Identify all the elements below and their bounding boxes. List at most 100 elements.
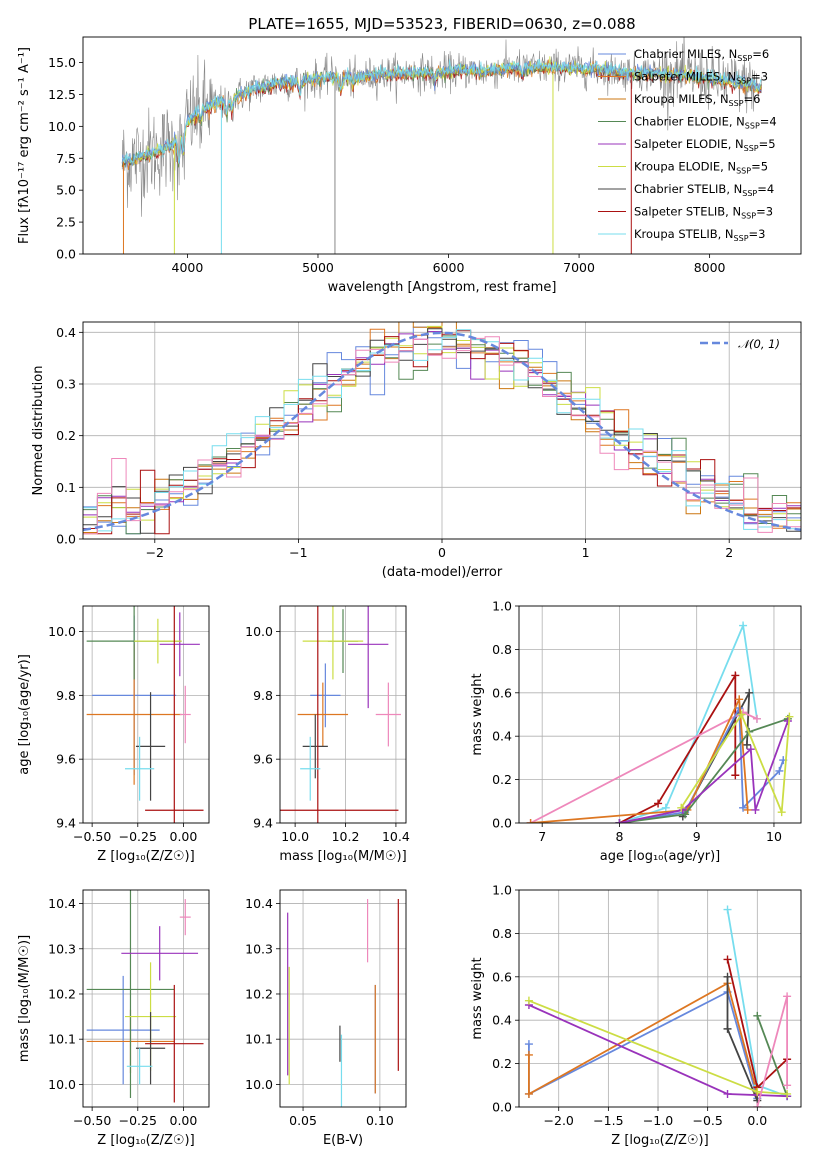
weight-marker [661, 803, 670, 812]
x-tick-label: −1 [289, 545, 307, 560]
x-axis-label: Z [log₁₀(Z/Z☉)] [611, 1133, 708, 1148]
x-tick-label: −0.25 [119, 1113, 157, 1128]
x-axis-label: (data-model)/error [382, 565, 503, 580]
x-tick-label: −1.5 [593, 1113, 623, 1128]
y-axis-label: Normed distribution [31, 366, 46, 496]
x-tick-label: 4000 [172, 260, 204, 275]
axes-frame [279, 605, 407, 824]
weight-marker [753, 1011, 762, 1020]
y-tick-label: 12.5 [48, 87, 76, 102]
weight-marker [783, 992, 792, 1001]
legend-name: Kroupa MILES, N [634, 92, 729, 106]
weight-series [528, 981, 759, 1096]
y-tick-label: 0.8 [492, 926, 512, 941]
x-tick-label: −0.50 [73, 1113, 111, 1128]
legend-name: Salpeter STELIB, N [634, 205, 741, 219]
y-tick-label: 0.0 [56, 532, 76, 547]
weight-marker [681, 810, 690, 819]
weight-marker [785, 712, 794, 721]
y-tick-label: 10.0 [245, 1077, 273, 1092]
legend-entry: Chabrier ELODIE, NSSP=4 [634, 115, 777, 131]
legend-entry: Kroupa MILES, NSSP=6 [634, 92, 760, 108]
model-spectrum [121, 59, 762, 164]
error-bars [86, 606, 204, 823]
legend-value: =5 [759, 137, 776, 151]
age-vs-Z-panel: −0.50 −0.25 0.00 9.4 9.6 9.8 10.0 Z [log₁₀(Z/Z☉… [17, 605, 210, 864]
y-tick-label: 10.4 [245, 896, 273, 911]
y-tick-label: 10.1 [245, 1032, 273, 1047]
legend-entry: Salpeter STELIB, NSSP=3 [634, 205, 773, 221]
y-tick-label: 0.0 [492, 1100, 512, 1115]
y-tick-label: 10.2 [48, 986, 76, 1001]
weight-marker [775, 766, 784, 775]
y-tick-label: 9.6 [56, 752, 76, 767]
y-tick-label: 9.4 [56, 816, 76, 831]
legend-subscript: SSP [734, 234, 749, 243]
weight-marker [753, 1103, 762, 1107]
y-tick-label: 10.0 [245, 624, 273, 639]
x-tick-label: 2 [725, 545, 733, 560]
x-tick-label: −1.0 [643, 1113, 673, 1128]
legend-name: Salpeter MILES, N [634, 70, 736, 84]
x-axis-label: Z [log₁₀(Z/Z☉)] [97, 849, 194, 864]
legend-entry: 𝒩(0, 1) [738, 337, 780, 351]
gaussian-curve [83, 331, 801, 532]
weight-vs-Z-panel: −2.0 −1.5 −1.0 −0.5 0.0 0.0 0.2 0.4 0.6 0.8 1.0 Z [… [470, 883, 802, 1148]
y-tick-label: 10.0 [48, 624, 76, 639]
weight-marker [654, 799, 663, 808]
y-tick-label: 0.0 [492, 816, 512, 831]
x-tick-label: 7 [538, 829, 546, 844]
weight-marker [731, 771, 740, 780]
y-tick-label: 9.6 [253, 752, 273, 767]
weight-marker [742, 740, 751, 749]
y-tick-label: 10.1 [48, 1032, 76, 1047]
weight-vs-age-panel: 7 8 9 10 0.0 0.2 0.4 0.6 0.8 1.0 age [log₁₀(age/yr… [470, 599, 802, 864]
legend-value: =3 [756, 205, 773, 219]
weight-marker [751, 805, 760, 814]
legend-name: Chabrier MILES, N [634, 47, 737, 61]
x-tick-label: 6000 [433, 260, 465, 275]
x-tick-label: 0.00 [170, 829, 198, 844]
x-tick-label: 1 [582, 545, 590, 560]
legend-entry: Kroupa STELIB, NSSP=3 [634, 227, 765, 243]
y-axis-label: mass [log₁₀(M/M☉)] [17, 935, 32, 1062]
legend-subscript: SSP [737, 54, 752, 63]
y-tick-label: 0.2 [56, 428, 76, 443]
x-tick-label: −0.50 [73, 829, 111, 844]
x-tick-label: 7000 [563, 260, 595, 275]
legend-subscript: SSP [742, 189, 757, 198]
weight-marker [745, 688, 754, 697]
y-axis-label: age [log₁₀(age/yr)] [17, 654, 32, 775]
histograms [83, 322, 801, 535]
weight-marker [783, 1089, 792, 1098]
x-axis-label: Z [log₁₀(Z/Z☉)] [97, 1133, 194, 1148]
weight-lines [526, 621, 794, 823]
y-tick-label: 10.0 [48, 1077, 76, 1092]
weight-marker [723, 955, 732, 964]
weight-series [528, 990, 759, 1099]
x-tick-label: −0.25 [119, 829, 157, 844]
weight-marker [777, 808, 786, 817]
x-tick-label: 8 [615, 829, 623, 844]
weight-series [619, 717, 789, 823]
weight-marker [783, 717, 792, 726]
weight-marker [753, 1087, 762, 1096]
y-axis-label: mass weight [470, 673, 485, 755]
weight-marker [723, 972, 732, 981]
legend-name: Salpeter ELODIE, N [634, 137, 744, 151]
weight-series [619, 622, 758, 823]
x-axis-label: mass [log₁₀(M/M☉)] [279, 849, 406, 864]
legend-name: Chabrier STELIB, N [634, 182, 742, 196]
legend-name: Kroupa ELODIE, N [634, 160, 736, 174]
y-tick-label: 2.5 [56, 215, 76, 230]
legend-subscript: SSP [729, 99, 744, 108]
weight-series [530, 711, 758, 823]
spectrum-lines [121, 37, 763, 254]
y-tick-label: 0.8 [492, 642, 512, 657]
x-tick-label: 0.05 [289, 1113, 317, 1128]
weight-marker [783, 1081, 792, 1090]
residuals-panel: −2 −1 0 1 2 0.0 0.1 0.2 0.3 0.4 (data-model)/error… [31, 321, 802, 580]
weight-marker [739, 621, 748, 630]
weight-marker [524, 1089, 533, 1098]
histogram-step [83, 322, 801, 533]
